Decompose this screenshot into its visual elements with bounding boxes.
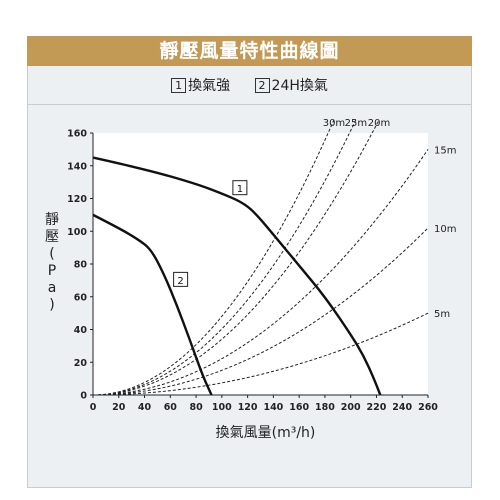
duct-label-25m: 25m (345, 118, 367, 129)
legend: 1 換氣強 2 24H換氣 (27, 74, 472, 98)
series-line-1 (92, 156, 382, 396)
y-tick-label: 0 (80, 391, 87, 402)
duct-curve-30m (92, 119, 335, 396)
duct-curve-15m (92, 149, 429, 396)
curve-annotation-1: 1 (237, 184, 243, 195)
duct-label-20m: 20m (368, 118, 390, 129)
plot-area (93, 133, 428, 395)
y-tick-label: 80 (74, 260, 88, 271)
duct-label-30m: 30m (323, 118, 345, 129)
y-tick-label: 160 (67, 129, 87, 140)
x-tick-label: 160 (289, 402, 309, 413)
y-tick-label: 120 (67, 194, 87, 205)
y-tick-label: 60 (74, 292, 88, 303)
legend-number-box: 2 (254, 78, 270, 93)
x-axis-label: 換氣風量(m³/h) (216, 425, 316, 441)
y-tick-label: 100 (67, 227, 87, 238)
y-tick-label: 140 (67, 161, 87, 172)
x-tick-label: 20 (112, 402, 126, 413)
curve-annotation-box-1 (232, 180, 248, 196)
legend-label: 換氣強 (188, 78, 231, 94)
duct-curve-25m (92, 119, 357, 396)
legend-label: 24H換氣 (271, 78, 328, 94)
x-tick-label: 40 (138, 402, 152, 413)
x-tick-label: 120 (238, 402, 258, 413)
legend-divider (27, 104, 472, 105)
duct-label-5m: 5m (434, 309, 450, 320)
x-tick-label: 240 (392, 402, 412, 413)
chart-title: 靜壓風量特性曲線圖 (27, 36, 472, 66)
x-tick-label: 100 (212, 402, 232, 413)
x-tick-label: 200 (341, 402, 361, 413)
x-tick-label: 80 (189, 402, 203, 413)
x-tick-label: 140 (263, 402, 283, 413)
legend-number-box: 1 (171, 78, 187, 93)
x-tick-label: 260 (418, 402, 438, 413)
x-tick-label: 180 (315, 402, 335, 413)
legend-item-1: 1 換氣強 (171, 78, 230, 94)
duct-label-15m: 15m (434, 145, 456, 156)
series-line-2 (92, 213, 213, 396)
x-tick-label: 220 (367, 402, 387, 413)
curve-annotation-box-2 (173, 271, 189, 287)
legend-item-2: 2 24H換氣 (254, 78, 328, 94)
y-tick-label: 20 (74, 358, 88, 369)
x-tick-label: 60 (164, 402, 178, 413)
y-tick-label: 40 (74, 325, 88, 336)
curve-annotation-2: 2 (177, 276, 183, 287)
duct-label-10m: 10m (434, 224, 456, 235)
duct-curve-20m (92, 119, 380, 396)
x-tick-label: 0 (90, 402, 97, 413)
